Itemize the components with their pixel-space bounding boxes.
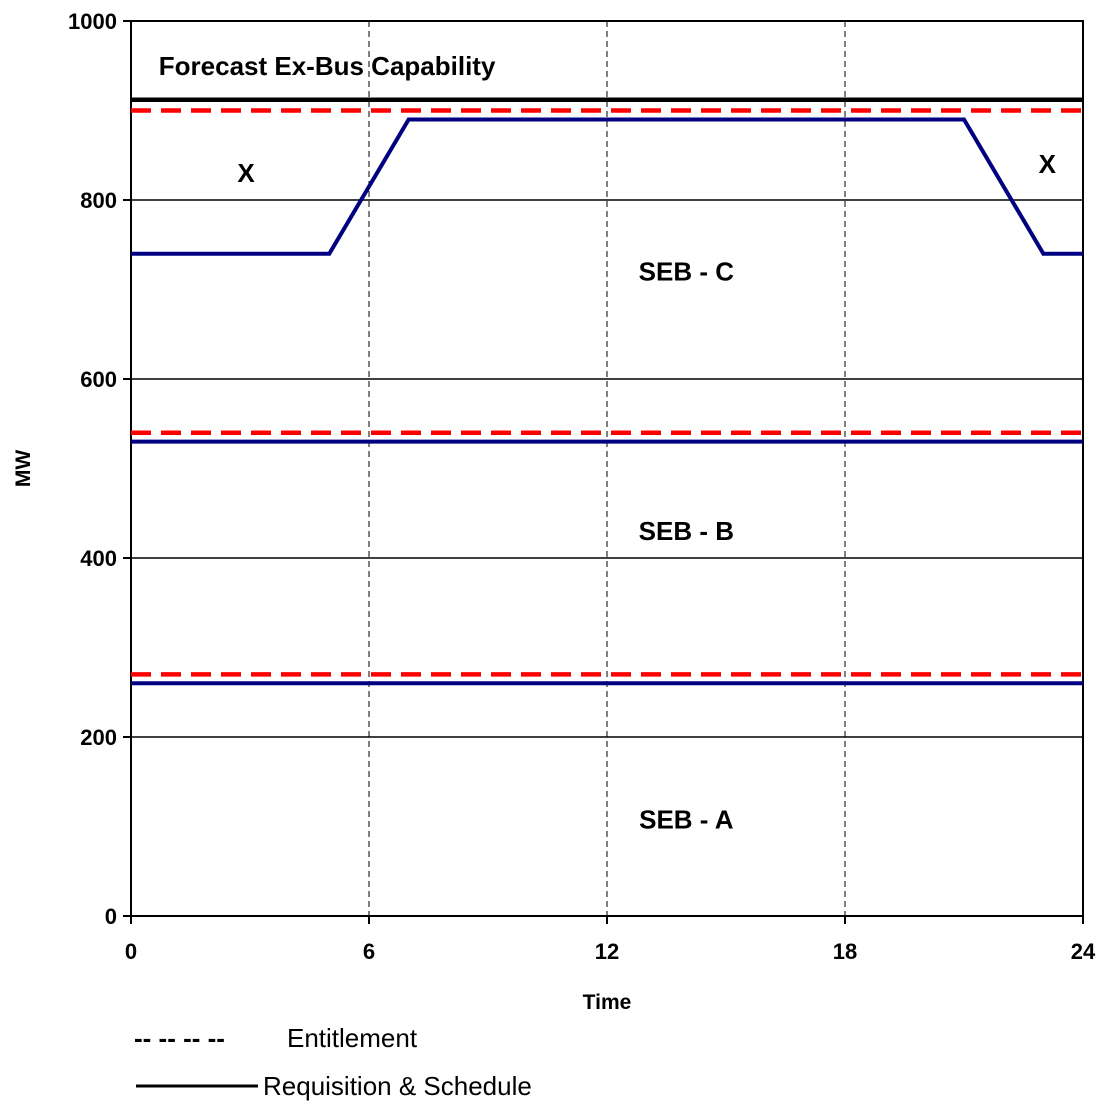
series-line-solid-navy	[131, 117, 1083, 256]
y-tick-label: 600	[80, 367, 117, 392]
x-axis-title: Time	[583, 991, 632, 1014]
legend-label: Entitlement	[287, 1023, 418, 1053]
x-tick-label: 0	[125, 939, 137, 964]
legend-label: Requisition & Schedule	[263, 1071, 532, 1101]
y-tick-label: 0	[105, 904, 117, 929]
x-tick-label: 6	[363, 939, 375, 964]
annotation-label: X	[1039, 149, 1057, 179]
x-tick-label: 24	[1071, 939, 1096, 964]
x-tick-label: 12	[595, 939, 619, 964]
y-tick-label: 200	[80, 725, 117, 750]
annotation-label: SEB - B	[639, 516, 734, 546]
y-tick-label: 1000	[68, 9, 117, 34]
annotation-label: SEB - A	[639, 804, 734, 834]
annotation-label: SEB - C	[639, 257, 735, 287]
annotation-label: Forecast Ex-Bus Capability	[159, 51, 496, 81]
x-tick-label: 18	[833, 939, 857, 964]
annotation-label: X	[237, 158, 255, 188]
y-axis-title: MW	[12, 450, 35, 487]
legend-marker-dashed: -- -- -- --	[134, 1023, 225, 1053]
y-tick-label: 800	[80, 188, 117, 213]
y-tick-label: 400	[80, 546, 117, 571]
